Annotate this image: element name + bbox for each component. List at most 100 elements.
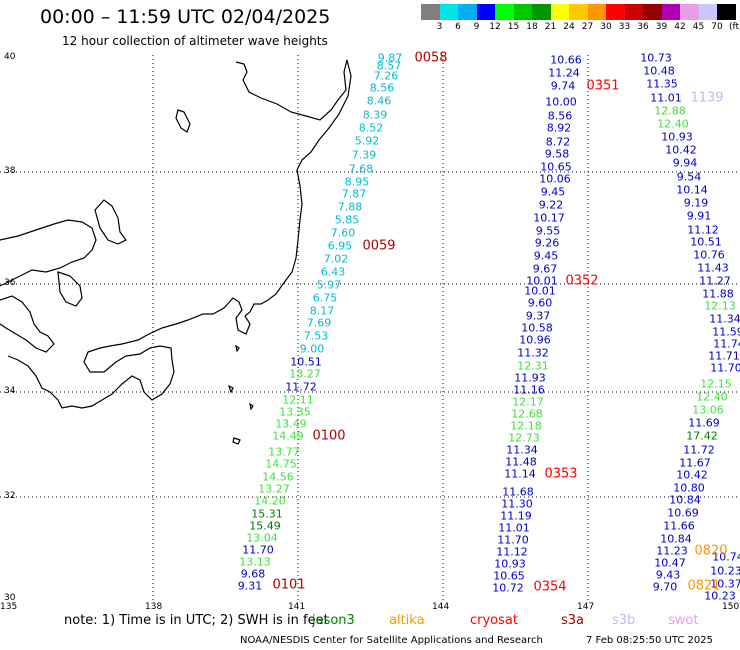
sado-island — [175, 109, 191, 133]
swh-value: 9.45 — [540, 185, 566, 199]
swh-value: 10.42 — [665, 143, 697, 157]
x-tick-label: 147 — [577, 602, 595, 612]
swh-value: 11.74 — [713, 337, 740, 351]
swh-value: 7.39 — [351, 148, 377, 162]
y-tick-label: 34 — [4, 386, 16, 396]
footnote: note: 1) Time is in UTC; 2) SWH is in fe… — [64, 613, 329, 628]
swh-value: 10.42 — [676, 468, 708, 482]
colorbar-label: 39 — [655, 22, 668, 32]
swh-value: 12.11 — [282, 393, 314, 407]
swh-value: 9.60 — [527, 296, 553, 310]
satellite-legend-item: s3a — [561, 613, 585, 628]
swh-value: 9.19 — [683, 196, 709, 210]
noto-peninsula — [94, 199, 127, 245]
colorbar-swatch — [550, 4, 570, 20]
colorbar-label: 9 — [473, 22, 480, 32]
pass-id-label: 0352 — [565, 273, 599, 289]
swh-value: 13.04 — [246, 531, 278, 545]
pass-id-label: 1139 — [690, 90, 724, 106]
swh-value: 13.13 — [239, 555, 271, 569]
swh-value: 13.27 — [289, 367, 321, 381]
swh-value: 10.80 — [673, 481, 705, 495]
swh-value: 6.75 — [312, 291, 338, 305]
swh-value: 7.68 — [348, 162, 374, 176]
colorbar-label: 3 — [436, 22, 443, 32]
swh-value: 10.74 — [712, 550, 740, 564]
swh-value: 10.47 — [654, 556, 686, 570]
colorbar-swatch — [587, 4, 607, 20]
swh-value: 10.93 — [494, 557, 526, 571]
swh-value: 7.26 — [373, 69, 399, 83]
x-tick-label: 135 — [0, 602, 18, 612]
swh-value: 10.69 — [667, 506, 699, 520]
swh-value: 10.51 — [290, 355, 322, 369]
colorbar-label: 27 — [581, 22, 594, 32]
swh-value: 8.56 — [369, 81, 395, 95]
swh-value: 13.06 — [692, 403, 724, 417]
swh-value: 11.93 — [514, 371, 546, 385]
colorbar-swatch — [680, 4, 699, 20]
swh-value: 10.37 — [710, 577, 740, 591]
swh-value: 12.88 — [654, 104, 686, 118]
colorbar-label: 24 — [563, 22, 575, 32]
swh-value: 10.48 — [643, 64, 675, 78]
swh-value: 10.72 — [492, 581, 524, 595]
swh-value: 7.88 — [337, 200, 363, 214]
colorbar-label: 42 — [674, 22, 686, 32]
swh-value: 13.49 — [275, 417, 307, 431]
colorbar-label: 15 — [507, 22, 520, 32]
kii-peninsula — [57, 271, 83, 307]
swh-value: 7.53 — [303, 329, 329, 343]
swh-value: 15.49 — [249, 519, 281, 533]
kyushu-shikoku-edge — [0, 295, 55, 353]
swh-value: 6.95 — [327, 239, 353, 253]
swh-value: 11.14 — [504, 467, 536, 481]
satellite-legend-item: altika — [389, 613, 425, 628]
swh-value: 9.68 — [240, 567, 266, 581]
swh-value: 11.70 — [710, 361, 740, 375]
pass-id-label: 0820 — [694, 543, 728, 559]
swh-value: 12.17 — [512, 395, 544, 409]
swh-value: 11.69 — [688, 416, 720, 430]
swh-value: 11.27 — [699, 274, 731, 288]
colorbar-swatch — [624, 4, 644, 20]
y-tick-label: 30 — [4, 593, 16, 603]
swh-value: 10.84 — [669, 493, 701, 507]
swh-value: 10.00 — [545, 95, 577, 109]
swh-value: 9.74 — [550, 79, 576, 93]
swh-value: 10.58 — [521, 321, 553, 335]
swh-value: 11.34 — [506, 443, 538, 457]
colorbar-swatch — [495, 4, 514, 20]
swh-value: 11.88 — [702, 287, 734, 301]
colorbar-label: 6 — [455, 22, 461, 32]
swh-value: 10.17 — [533, 211, 565, 225]
swh-value: 9.00 — [299, 342, 325, 356]
swh-value: 11.24 — [548, 66, 580, 80]
colorbar-swatch — [661, 4, 681, 20]
swh-value: 9.87 — [377, 51, 403, 65]
pass-id-label: 0353 — [544, 466, 578, 482]
colorbar-label: 36 — [637, 22, 649, 32]
swh-value: 12.40 — [696, 390, 728, 404]
chart-title: 00:00 – 11:59 UTC 02/04/2025 — [40, 6, 331, 28]
y-tick-label: 36 — [4, 278, 16, 288]
satellite-legend-item: s3b — [612, 613, 636, 628]
colorbar-label: 45 — [692, 22, 705, 32]
swh-value: 12.13 — [704, 299, 736, 313]
swh-value: 11.72 — [285, 380, 317, 394]
colorbar-swatch — [476, 4, 496, 20]
swh-value: 9.37 — [525, 309, 551, 323]
pass-id-label: 0101 — [272, 577, 306, 593]
colorbar-swatch — [643, 4, 662, 20]
izu-islands-3 — [249, 402, 254, 411]
satellite-legend-item: jason3 — [312, 613, 355, 628]
swh-value: 11.32 — [517, 346, 549, 360]
swh-value: 9.45 — [533, 249, 559, 263]
swh-value: 9.55 — [535, 224, 561, 238]
swh-value: 5.85 — [334, 213, 360, 227]
swh-value: 11.70 — [497, 533, 529, 547]
y-tick-label: 38 — [4, 166, 16, 176]
colorbar-swatch — [439, 4, 459, 20]
swh-value: 13.27 — [258, 482, 290, 496]
swh-value: 11.70 — [242, 543, 274, 557]
